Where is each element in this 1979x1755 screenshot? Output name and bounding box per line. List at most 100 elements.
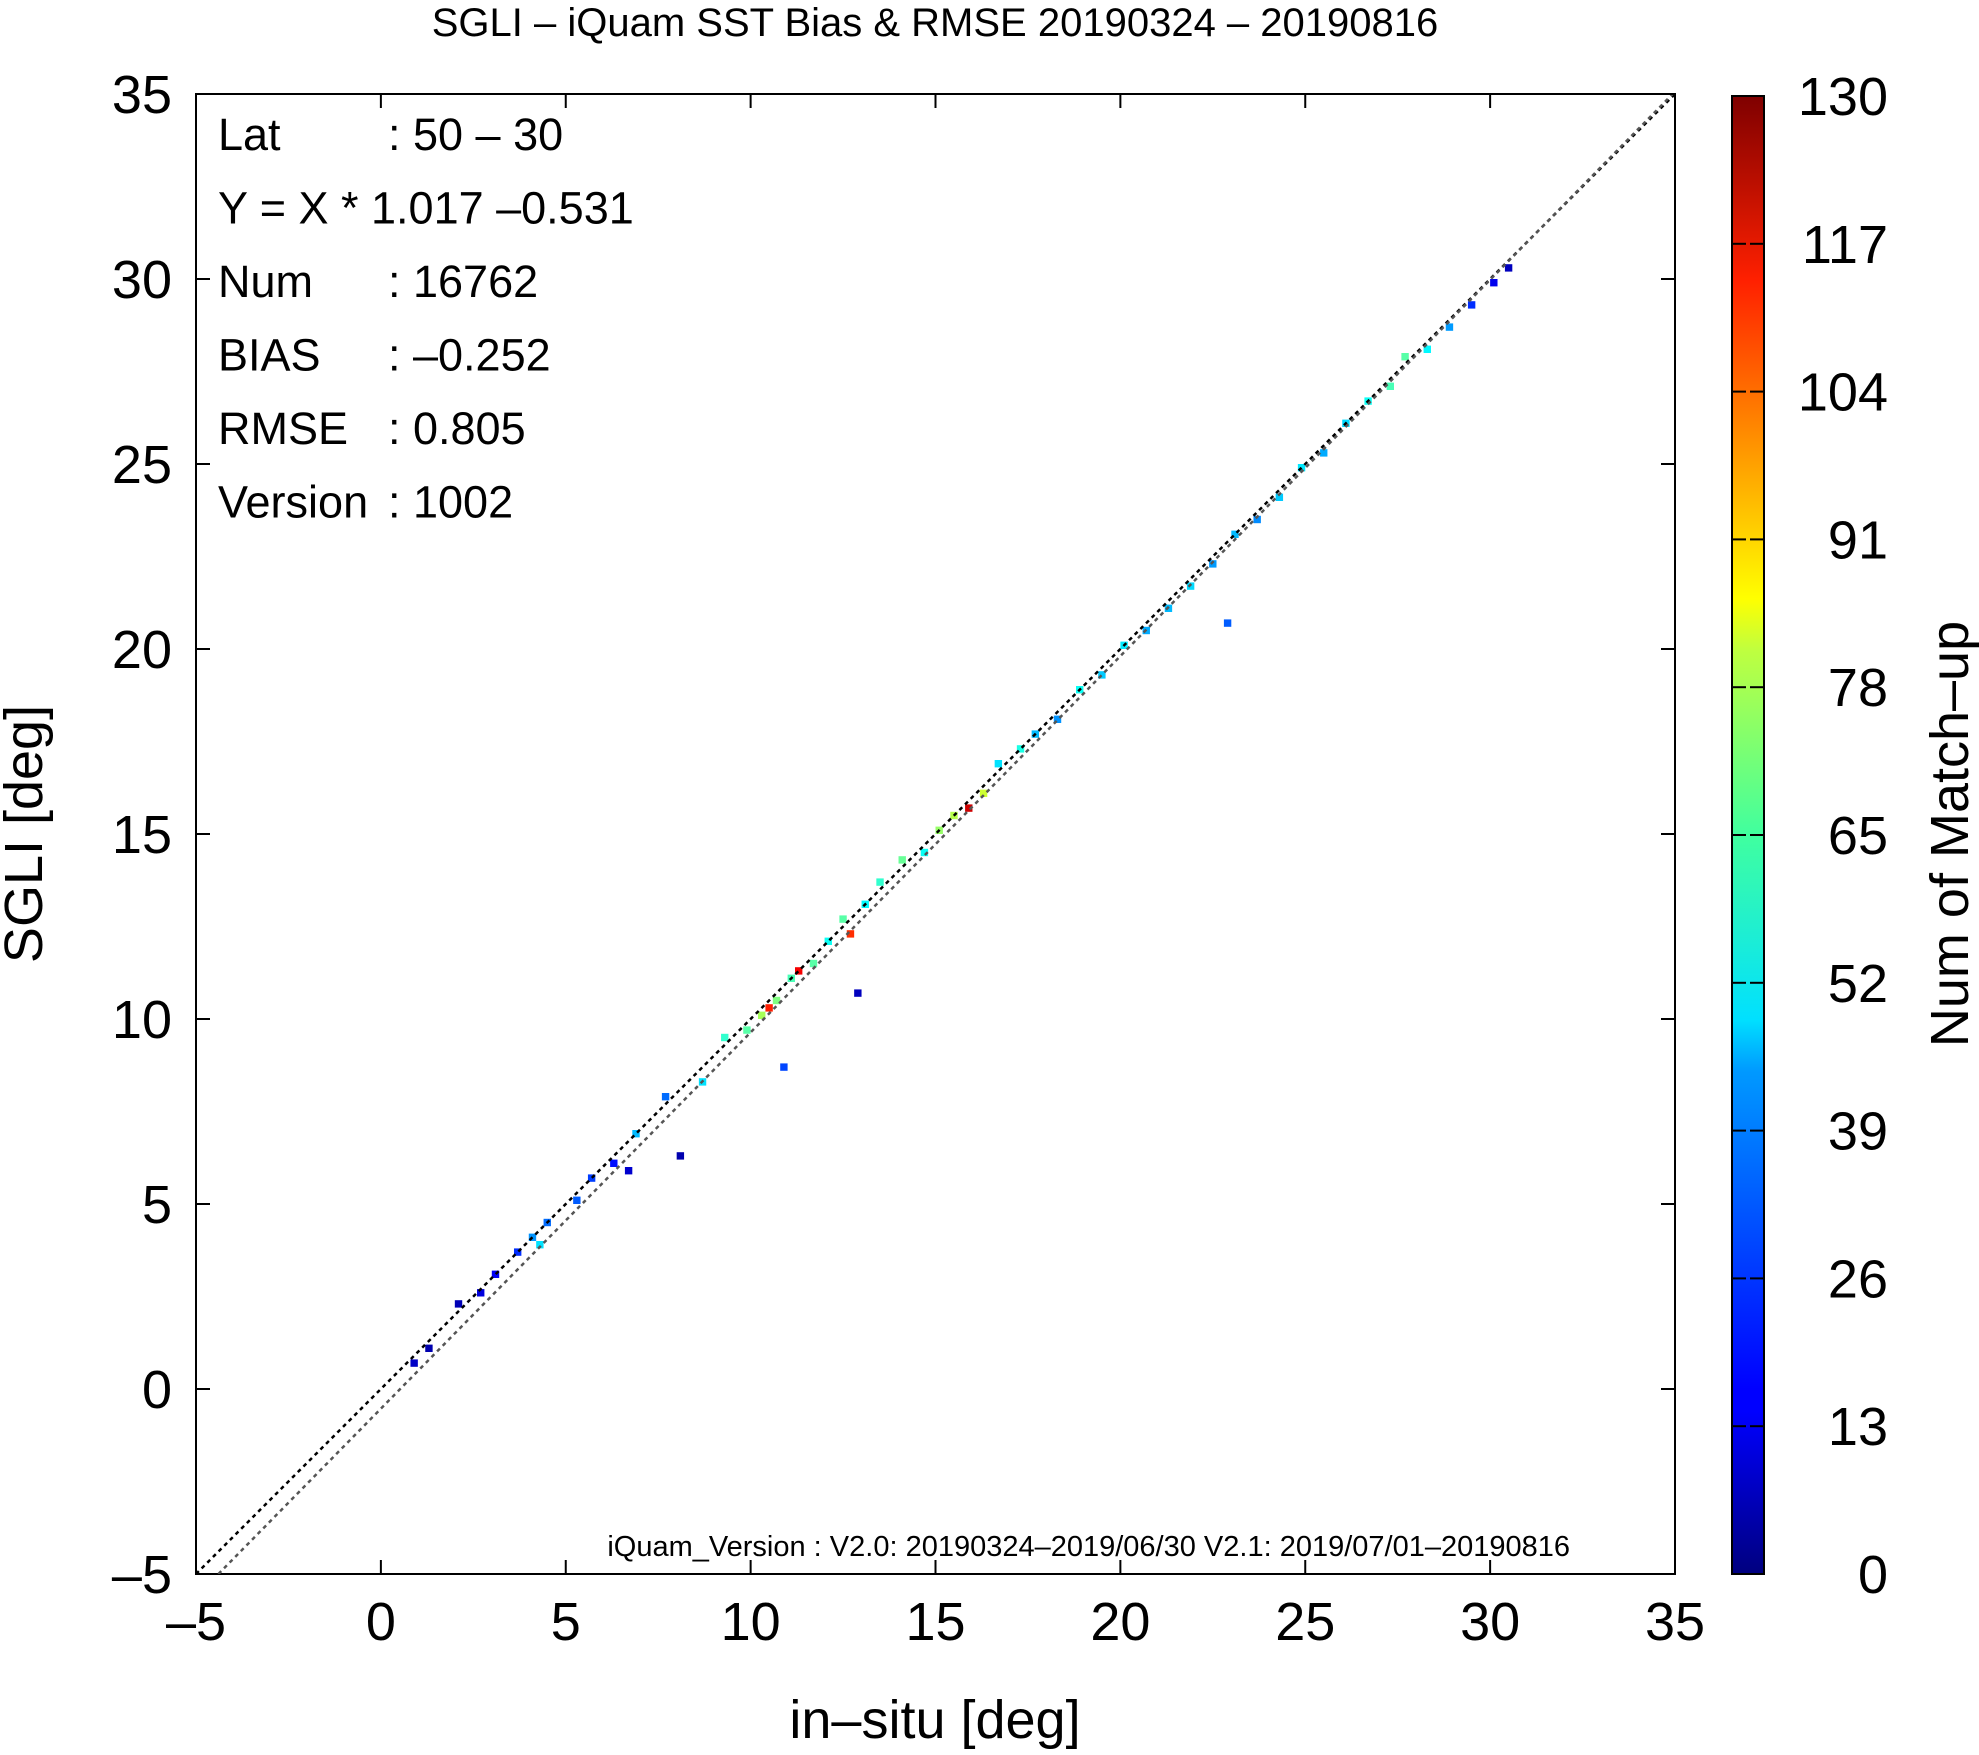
- x-tick-label: 30: [1460, 1592, 1520, 1652]
- stat-label: Version: [218, 477, 368, 528]
- colorbar-tick-label: 26: [1828, 1249, 1888, 1309]
- x-tick-label: 35: [1645, 1592, 1705, 1652]
- heatmap-bin: [743, 1026, 751, 1034]
- heatmap-bin: [758, 1011, 766, 1019]
- heatmap-bin: [876, 878, 884, 886]
- colorbar-tick-label: 39: [1828, 1102, 1888, 1162]
- heatmap-bin: [794, 967, 803, 975]
- heatmap-bin: [809, 959, 818, 968]
- y-axis-label: SGLI [deg]: [0, 705, 54, 963]
- heatmap-bin: [1253, 515, 1261, 524]
- colorbar-tick-label: 52: [1828, 954, 1888, 1014]
- colorbar-label: Num of Match–up: [1920, 621, 1979, 1047]
- heatmap-bin: [1231, 530, 1239, 538]
- heatmap-bin: [994, 760, 1003, 768]
- heatmap-bin: [587, 1174, 596, 1182]
- colorbar-tick-label: 78: [1828, 658, 1888, 718]
- stat-value: : –0.252: [388, 330, 551, 381]
- colorbar-tick-label: 0: [1858, 1545, 1888, 1605]
- colorbar-tick-label: 130: [1798, 67, 1888, 127]
- x-tick-label: 15: [905, 1592, 965, 1652]
- heatmap-bin: [772, 996, 781, 1005]
- colorbar-tick-label: 65: [1828, 806, 1888, 866]
- stat-value: : 50 – 30: [388, 109, 563, 160]
- heatmap-bin: [1490, 279, 1498, 287]
- y-tick-label: 25: [112, 435, 172, 495]
- heatmap-bin: [610, 1159, 618, 1167]
- heatmap-bin: [1223, 619, 1232, 627]
- heatmap-bin: [477, 1289, 485, 1297]
- iquam-version-note: iQuam_Version : V2.0: 20190324–2019/06/3…: [607, 1531, 1570, 1563]
- heatmap-bin: [1445, 323, 1454, 331]
- heatmap-bin: [425, 1344, 433, 1352]
- stat-value: : 0.805: [388, 403, 526, 454]
- stat-label: RMSE: [218, 403, 348, 454]
- x-tick-label: 0: [366, 1592, 396, 1652]
- heatmap-bin: [632, 1130, 640, 1138]
- stat-value: : 16762: [388, 256, 538, 307]
- x-axis-label: in–situ [deg]: [789, 1690, 1080, 1750]
- chart-title: SGLI – iQuam SST Bias & RMSE 20190324 – …: [432, 1, 1439, 45]
- colorbar-tick-label: 91: [1828, 510, 1888, 570]
- stats-block: Lat : 50 – 30 Y = X * 1.017 –0.531 Num : 167…: [218, 109, 634, 528]
- y-tick-label: 15: [112, 805, 172, 865]
- x-axis-ticks: –5 0 5 10 15 20 25 30 35: [166, 94, 1705, 1652]
- heatmap-bin: [661, 1093, 670, 1101]
- heatmap-bin: [410, 1359, 418, 1367]
- x-tick-label: –5: [166, 1592, 226, 1652]
- heatmap-bin: [1386, 382, 1394, 390]
- heatmap-bin: [780, 1063, 788, 1071]
- x-tick-label: 10: [721, 1592, 781, 1652]
- heatmap-bin: [1401, 353, 1409, 361]
- heatmap-bin: [920, 848, 929, 857]
- heatmap-bin: [765, 1004, 773, 1012]
- heatmap-bin: [1016, 745, 1025, 753]
- y-tick-label: –5: [112, 1545, 172, 1605]
- colorbar-ticks: 0 13 26 39 52 65 78 91 104 117 130: [1732, 67, 1888, 1605]
- heatmap-bin: [854, 989, 862, 997]
- heatmap-bin: [676, 1152, 685, 1160]
- y-tick-label: 20: [112, 620, 172, 680]
- heatmap-bin: [1423, 345, 1431, 353]
- heatmap-bin: [1504, 264, 1513, 272]
- heatmap-bin: [454, 1300, 463, 1308]
- y-tick-label: 30: [112, 250, 172, 310]
- heatmap-bin: [513, 1248, 522, 1256]
- heatmap-bin: [536, 1241, 544, 1249]
- stat-label: Lat: [218, 109, 281, 160]
- y-tick-label: 35: [112, 65, 172, 125]
- heatmap-bin: [1053, 715, 1062, 723]
- heatmap-bin: [624, 1167, 633, 1175]
- colorbar-tick-label: 13: [1828, 1397, 1888, 1457]
- heatmap-bin: [1467, 301, 1476, 309]
- stat-label: Num: [218, 256, 313, 307]
- heatmap-bin: [979, 789, 988, 797]
- stat-value: : 1002: [388, 477, 513, 528]
- y-tick-label: 5: [142, 1175, 172, 1235]
- heatmap-bin: [1098, 671, 1106, 679]
- colorbar-tick-label: 104: [1798, 363, 1888, 423]
- heatmap-bin: [824, 937, 832, 945]
- heatmap-bin: [1209, 560, 1217, 568]
- x-tick-label: 25: [1275, 1592, 1335, 1652]
- heatmap-bin: [1297, 464, 1306, 472]
- colorbar-tick-label: 117: [1802, 215, 1888, 275]
- stat-label: BIAS: [218, 330, 321, 381]
- heatmap-bin: [1275, 493, 1284, 501]
- heatmap-bin: [491, 1270, 500, 1278]
- x-tick-label: 5: [551, 1592, 581, 1652]
- y-axis-ticks: –5 0 5 10 15 20 25 30 35: [112, 65, 1675, 1605]
- heatmap-bin: [839, 915, 847, 923]
- y-tick-label: 0: [142, 1360, 172, 1420]
- heatmap-bin: [898, 856, 906, 864]
- heatmap-bin: [573, 1196, 581, 1204]
- heatmap-bin: [846, 930, 855, 938]
- x-tick-label: 20: [1090, 1592, 1150, 1652]
- y-tick-label: 10: [112, 990, 172, 1050]
- heatmap-bin: [1320, 449, 1328, 457]
- stat-label: Y = X * 1.017 –0.531: [218, 183, 634, 234]
- heatmap-bin: [965, 804, 973, 812]
- heatmap-bin: [528, 1233, 537, 1241]
